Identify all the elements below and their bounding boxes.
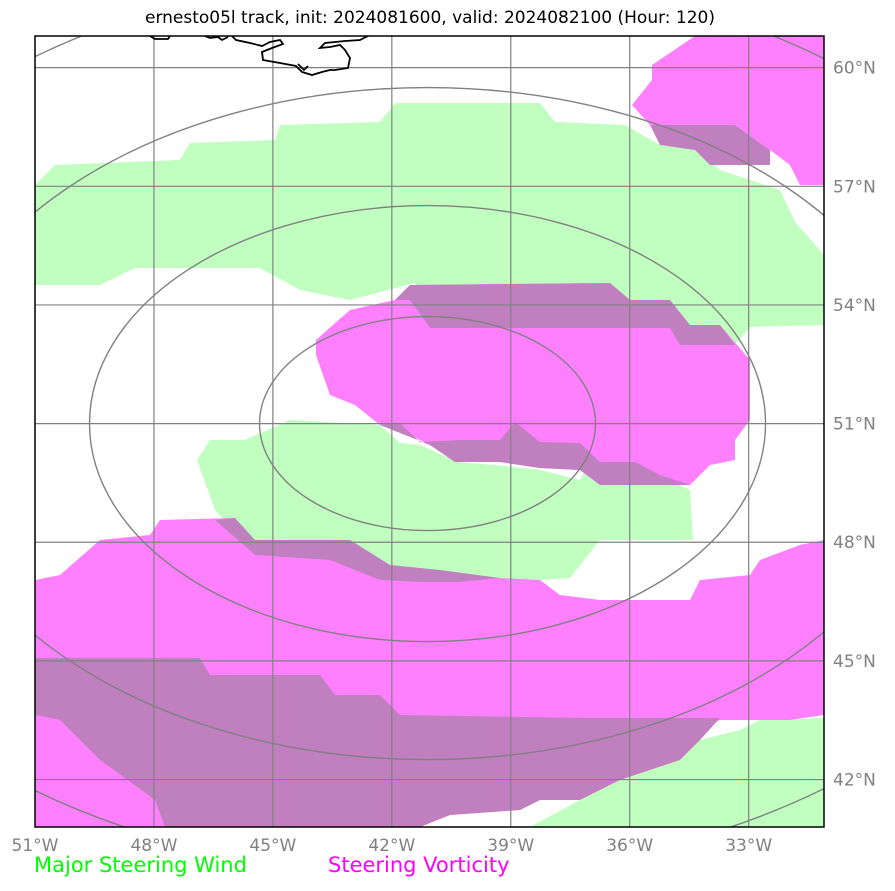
lat-tick-label: 42°N	[833, 771, 876, 791]
wind-region-southeast	[530, 718, 824, 827]
coastline-segment-4	[297, 63, 309, 72]
coastline	[149, 36, 369, 76]
coastline-segment-1	[149, 36, 171, 40]
gridlines	[35, 36, 824, 827]
lat-tick-label: 54°N	[833, 296, 876, 316]
lon-labels: 51°W 48°W 45°W 42°W 39°W 36°W 33°W	[12, 836, 773, 856]
lat-tick-label: 57°N	[833, 177, 876, 197]
lon-tick-label: 36°W	[606, 836, 653, 856]
legend-wind-label: Major Steering Wind	[34, 853, 247, 877]
lat-tick-label: 60°N	[833, 59, 876, 79]
overlap-region-southwest	[35, 658, 720, 827]
overlap-regions	[35, 125, 770, 827]
legend-vorticity-label: Steering Vorticity	[328, 853, 510, 877]
vorticity-region-center	[316, 283, 750, 485]
chart-title: ernesto05l track, init: 2024081600, vali…	[144, 8, 716, 28]
overlap-region-center-bottom	[380, 422, 690, 485]
lat-tick-label: 45°N	[833, 652, 876, 672]
lon-tick-label: 39°W	[487, 836, 534, 856]
lon-tick-label: 33°W	[725, 836, 772, 856]
lon-tick-label: 51°W	[12, 836, 59, 856]
lat-labels: 42°N 45°N 48°N 51°N 54°N 57°N 60°N	[833, 59, 876, 791]
overlap-region-south-band	[215, 518, 500, 582]
vorticity-region-northeast	[632, 36, 824, 185]
range-ring	[258, 315, 597, 532]
lat-tick-label: 48°N	[833, 533, 876, 553]
plot-frame	[34, 35, 825, 828]
wind-region-north	[35, 103, 824, 345]
lon-tick-label: 45°W	[249, 836, 296, 856]
lon-tick-label: 48°W	[130, 836, 177, 856]
coastline-segment-3	[231, 36, 369, 76]
range-ring	[88, 204, 767, 643]
lat-tick-label: 51°N	[833, 415, 876, 435]
coastline-segment-2	[204, 36, 229, 42]
lon-tick-label: 42°W	[368, 836, 415, 856]
range-ring	[35, 86, 824, 761]
overlap-region-center-top	[395, 283, 735, 345]
